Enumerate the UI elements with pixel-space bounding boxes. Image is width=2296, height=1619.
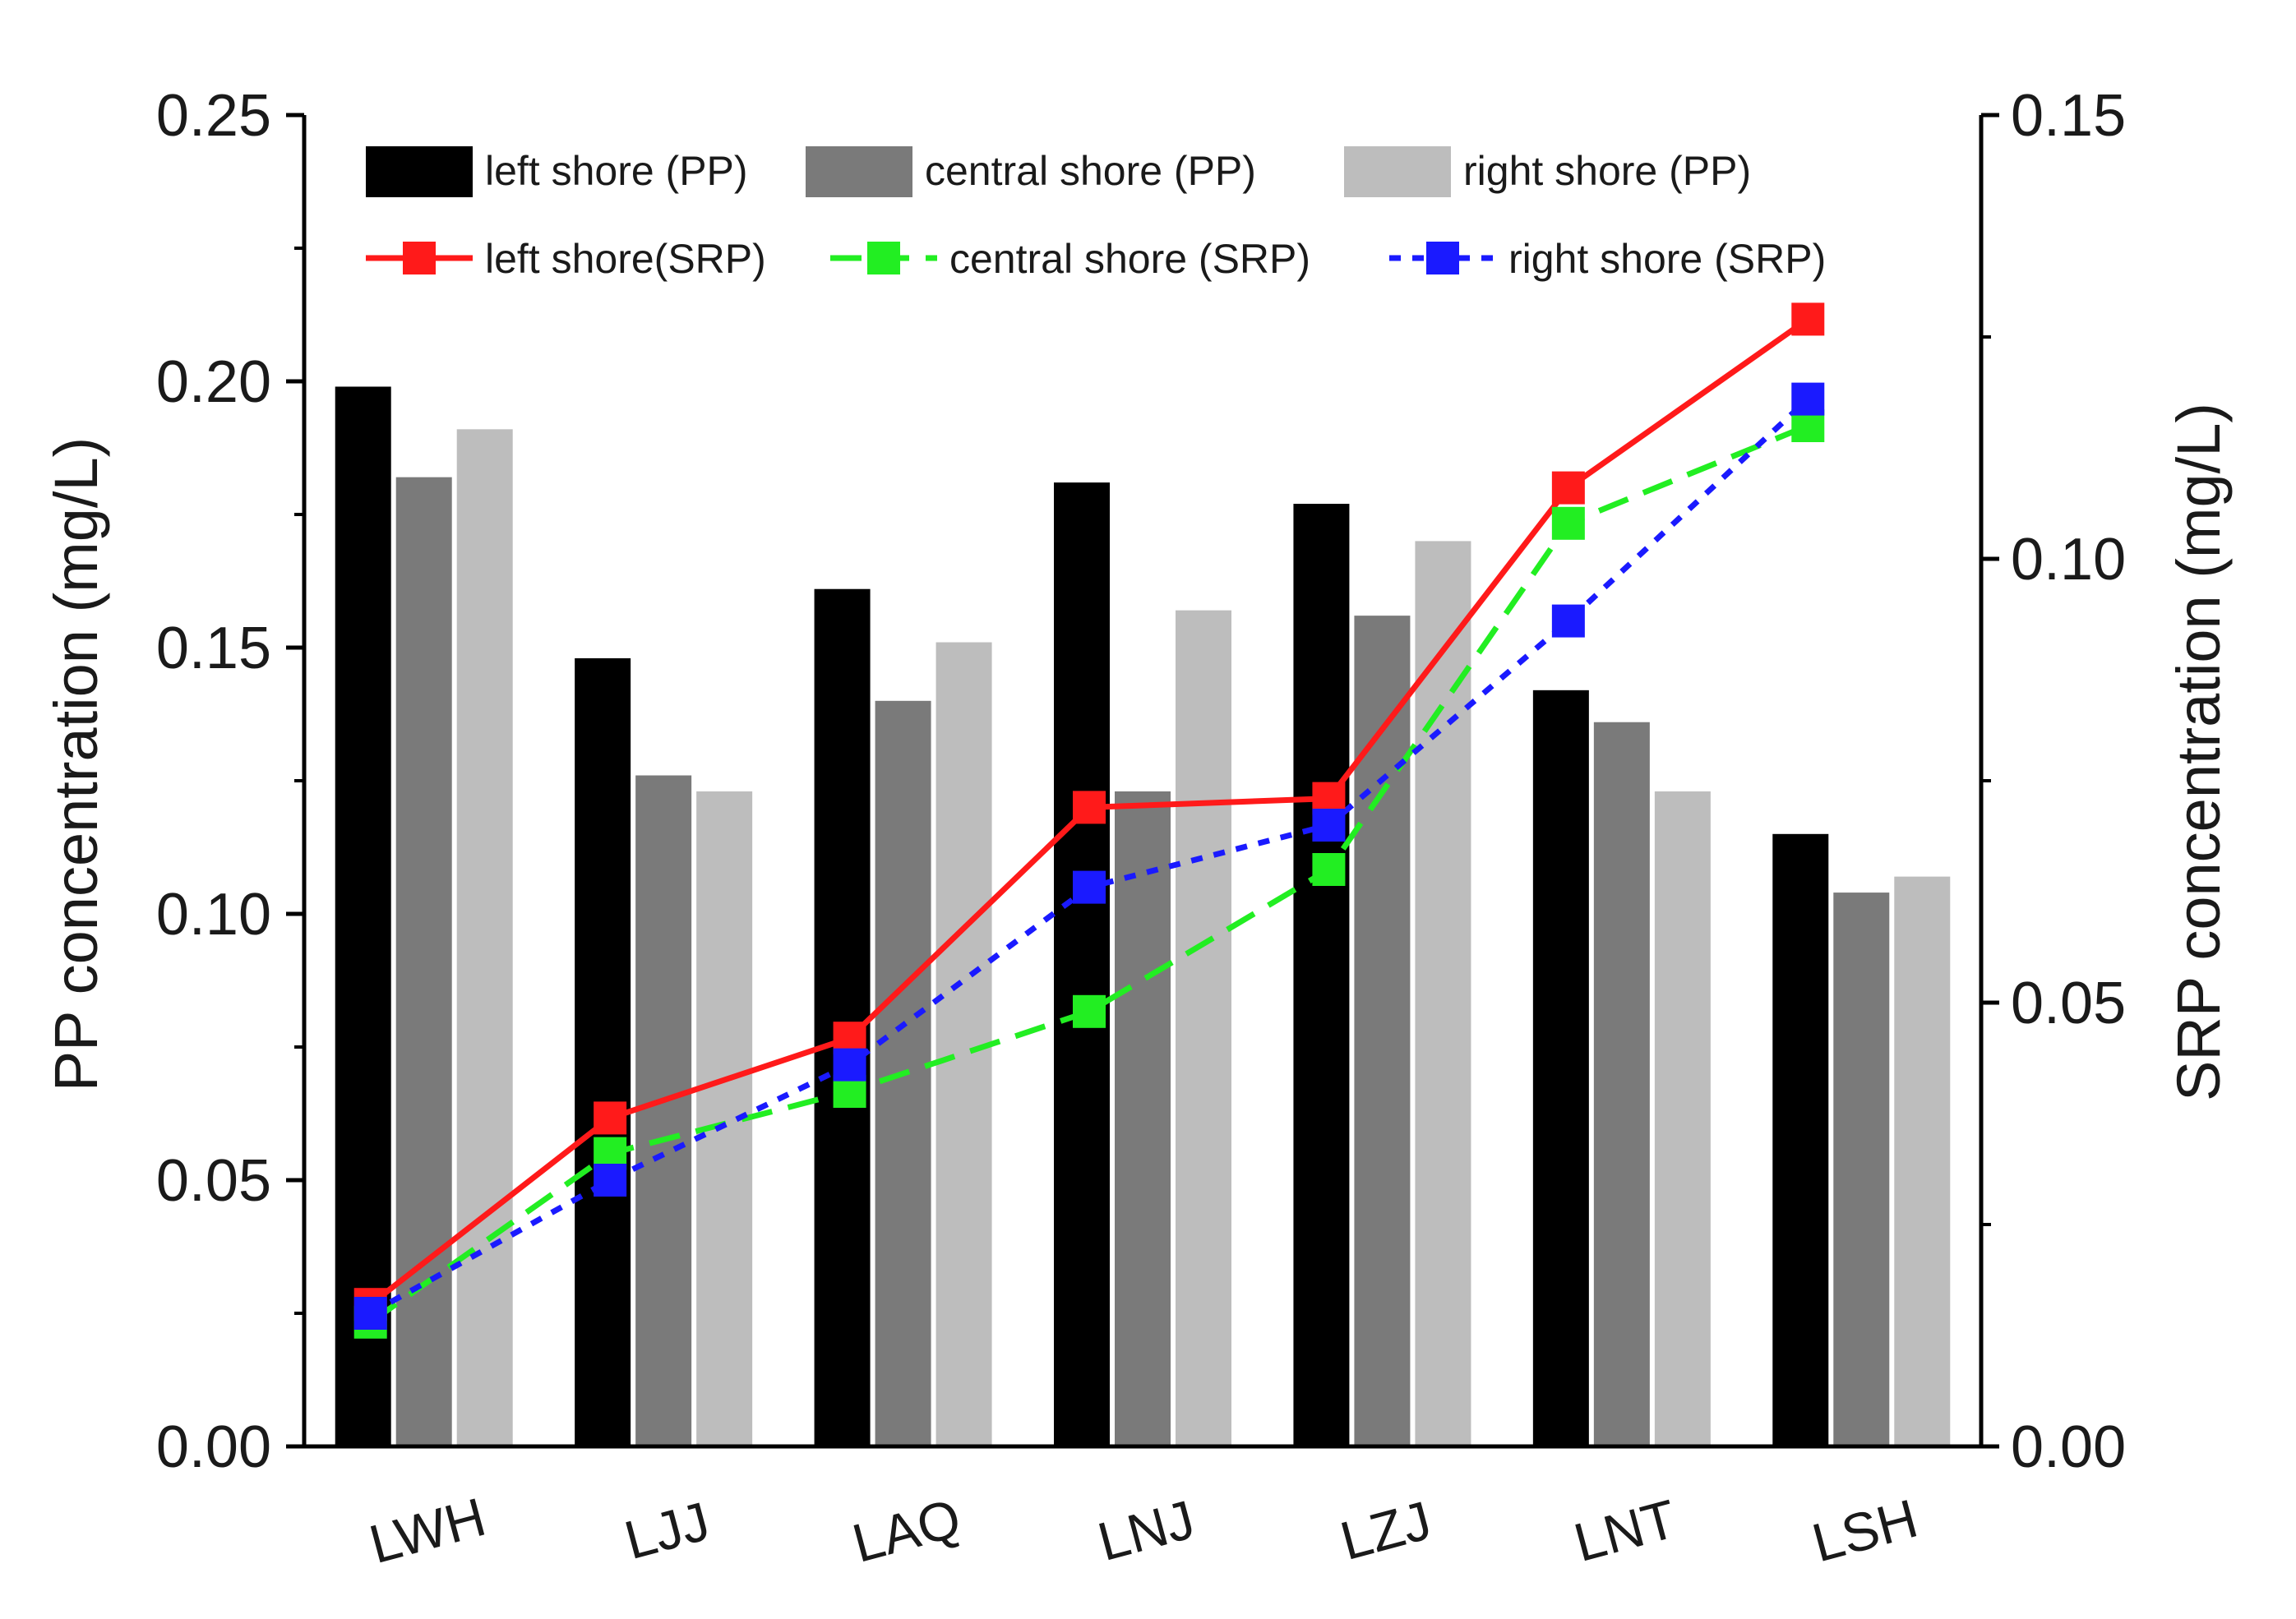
bar-ljj-series-1: [575, 657, 631, 1446]
legend-swatch-bar-series-3: [1344, 146, 1451, 197]
legend-label-bar-series-3: right shore (PP): [1463, 148, 1751, 194]
bar-lzj-series-1: [1293, 504, 1350, 1446]
left-tick-label: 0.00: [156, 1414, 271, 1480]
srp-marker-lsh-series-1: [1791, 302, 1825, 336]
bar-lsh-series-3: [1894, 876, 1951, 1446]
bar-lnj-series-3: [1176, 610, 1231, 1446]
bars-layer: [335, 386, 1951, 1447]
srp-marker-lnj-series-3: [1073, 870, 1106, 904]
x-tick-label-ljj: LJJ: [618, 1490, 715, 1571]
srp-marker-lzj-series-3: [1312, 809, 1346, 842]
x-tick-label-laq: LAQ: [846, 1487, 967, 1574]
left-tick-label: 0.05: [156, 1148, 271, 1214]
legend-swatch-bar-series-1: [366, 146, 473, 197]
x-tick-label-lnt: LNT: [1568, 1488, 1683, 1573]
legend-label-line-series-2: central shore (SRP): [949, 236, 1310, 282]
left-tick-label: 0.10: [156, 882, 271, 948]
bar-lwh-series-1: [335, 386, 391, 1447]
left-tick-label: 0.15: [156, 616, 271, 681]
srp-marker-laq-series-3: [833, 1048, 866, 1082]
bar-lwh-series-2: [395, 477, 452, 1446]
right-tick-label: 0.00: [2011, 1414, 2126, 1480]
srp-marker-lnj-series-2: [1073, 994, 1106, 1028]
legend-swatch-bar-series-2: [806, 146, 912, 197]
legend-marker-series-2: [867, 242, 900, 274]
srp-marker-ljj-series-1: [594, 1101, 627, 1135]
bar-lsh-series-2: [1833, 893, 1890, 1446]
left-axis-title: PP concentration (mg/L): [42, 437, 110, 1092]
bar-lnj-series-1: [1054, 482, 1110, 1446]
legend-label-bar-series-2: central shore (PP): [925, 148, 1256, 194]
srp-marker-lnt-series-1: [1551, 471, 1585, 505]
bar-lnj-series-2: [1115, 791, 1171, 1446]
legend-label-bar-series-1: left shore (PP): [485, 148, 748, 194]
x-tick-label-lzj: LZJ: [1334, 1489, 1437, 1571]
bar-lwh-series-3: [456, 429, 513, 1446]
x-tick-label-lsh: LSH: [1806, 1488, 1924, 1574]
right-tick-label: 0.05: [2011, 971, 2126, 1036]
legend-marker-series-1: [403, 242, 436, 274]
srp-marker-lnt-series-2: [1551, 506, 1585, 540]
srp-marker-lwh-series-3: [353, 1297, 387, 1330]
bar-lzj-series-3: [1415, 541, 1471, 1446]
right-tick-label: 0.15: [2011, 83, 2126, 149]
bar-lnt-series-3: [1654, 791, 1711, 1446]
legend-label-line-series-1: left shore(SRP): [485, 236, 766, 282]
srp-marker-ljj-series-3: [594, 1164, 627, 1197]
srp-marker-lnt-series-3: [1551, 604, 1585, 638]
lines-layer: [353, 302, 1825, 1339]
bar-lsh-series-1: [1772, 833, 1829, 1446]
axes-layer: 0.00 0.05 0.10 0.15 0.20 0.25 0.00 0.05 0.10 0.15…: [156, 83, 2126, 1575]
legend-label-line-series-3: right shore (SRP): [1508, 236, 1826, 282]
right-axis-title: SRP concentration (mg/L): [2164, 403, 2233, 1101]
bar-ljj-series-2: [635, 775, 692, 1446]
bar-laq-series-1: [814, 588, 871, 1446]
x-tick-label-lnj: LNJ: [1092, 1488, 1201, 1572]
bar-lnt-series-1: [1532, 690, 1589, 1446]
legend: left shore (PP) central shore (PP) right s…: [366, 146, 1826, 282]
left-tick-label: 0.25: [156, 83, 271, 149]
x-tick-label-lwh: LWH: [363, 1486, 492, 1575]
srp-marker-lsh-series-3: [1791, 382, 1825, 416]
right-tick-label: 0.10: [2011, 527, 2126, 593]
bar-lzj-series-2: [1354, 616, 1411, 1446]
srp-marker-lzj-series-2: [1312, 853, 1346, 886]
left-tick-label: 0.20: [156, 349, 271, 415]
legend-marker-series-3: [1426, 242, 1459, 274]
bar-lnt-series-2: [1593, 722, 1650, 1446]
srp-marker-lnj-series-1: [1073, 791, 1106, 824]
